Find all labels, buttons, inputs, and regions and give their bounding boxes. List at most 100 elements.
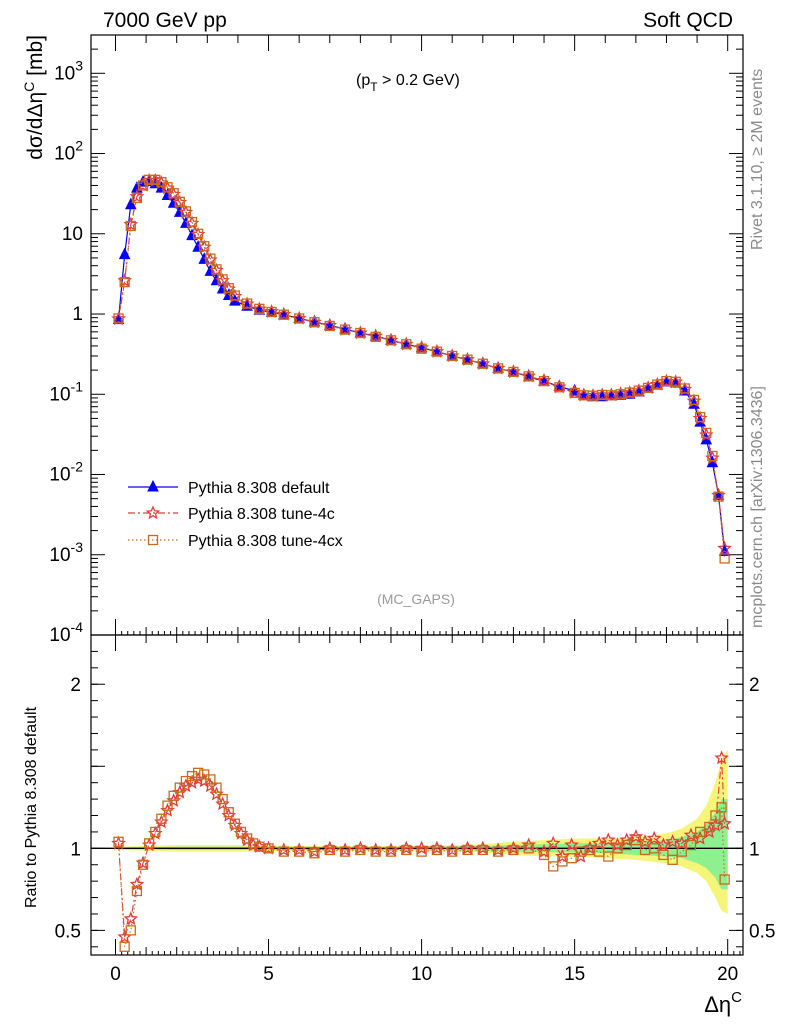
data-point-square xyxy=(229,290,241,301)
main-y-tick-label: 10-2 xyxy=(49,459,83,486)
data-point-star xyxy=(521,837,537,852)
data-point-square xyxy=(554,382,565,393)
data-point-square xyxy=(492,363,504,374)
data-point-star xyxy=(714,750,729,765)
data-point-square xyxy=(538,375,550,387)
data-point-square xyxy=(477,358,488,369)
data-point-square xyxy=(144,838,155,849)
data-point-square xyxy=(385,846,397,857)
data-point-square xyxy=(150,174,161,185)
data-point-square xyxy=(156,813,167,824)
legend: Pythia 8.308 default Pythia 8.308 tune-4c… xyxy=(128,479,343,550)
tick-exponent: -4 xyxy=(71,619,84,635)
data-point-square xyxy=(719,874,730,885)
data-point-star xyxy=(536,843,552,858)
tick-exponent: -1 xyxy=(71,378,84,394)
data-point-square xyxy=(294,846,305,857)
tick-base: 10 xyxy=(49,384,70,405)
legend-label: Pythia 8.308 tune-4c xyxy=(188,506,335,523)
tick-exponent: -3 xyxy=(71,539,84,555)
pt-cut-main: (p xyxy=(356,72,370,89)
mcplots-reference-label: mcplots.cern.ch [arXiv:1306.3436] xyxy=(749,386,766,628)
data-point-square xyxy=(707,450,718,462)
data-point-square xyxy=(462,354,473,365)
data-point-square xyxy=(385,335,397,346)
data-point-square xyxy=(278,846,289,857)
data-point-square xyxy=(144,174,155,185)
data-point-square xyxy=(248,838,259,849)
data-point-star xyxy=(123,911,139,926)
main-y-tick-label: 103 xyxy=(54,57,83,84)
main-y-axis-label-sup: C xyxy=(21,82,37,92)
data-point-square xyxy=(355,327,366,339)
data-point-triangle xyxy=(210,273,223,286)
data-point-square xyxy=(199,241,210,252)
data-point-square xyxy=(211,264,222,275)
data-point-square xyxy=(174,196,185,207)
data-point-triangle xyxy=(147,479,159,492)
data-point-square xyxy=(447,846,458,857)
data-point-triangle xyxy=(216,281,229,294)
data-point-square xyxy=(217,793,228,805)
data-point-square xyxy=(603,851,614,862)
ratio-plot-frame xyxy=(90,634,744,956)
series-line xyxy=(117,179,726,559)
data-point-square xyxy=(309,848,320,859)
data-point-square xyxy=(508,366,519,378)
data-point-square xyxy=(401,339,412,350)
x-tick-label: 10 xyxy=(411,964,432,985)
data-point-square xyxy=(401,844,412,856)
x-tick-label: 0 xyxy=(110,964,121,985)
data-point-star xyxy=(628,829,644,844)
data-point-square xyxy=(688,394,700,406)
data-point-triangle xyxy=(118,247,131,260)
tick-exponent: -2 xyxy=(71,459,84,475)
legend-label: Pythia 8.308 tune-4cx xyxy=(188,533,343,550)
ratio-y-tick-label: 1 xyxy=(70,839,81,860)
main-y-axis-label: dσ/dΔηC [mb] xyxy=(21,35,47,160)
data-point-square xyxy=(523,371,534,382)
data-point-square xyxy=(309,317,320,328)
data-point-star xyxy=(145,505,161,520)
data-point-square xyxy=(370,846,381,857)
main-series-group xyxy=(111,172,732,564)
data-point-square xyxy=(339,324,351,335)
tick-base: 10 xyxy=(54,144,75,165)
data-point-square xyxy=(168,188,179,199)
data-point-star xyxy=(717,816,732,831)
header-energy: 7000 GeV pp xyxy=(103,9,227,32)
data-point-triangle xyxy=(173,205,186,217)
data-point-square xyxy=(710,810,721,821)
data-point-star xyxy=(665,834,680,848)
data-point-square xyxy=(508,844,519,856)
ratio-y-tick-label: 0.5 xyxy=(55,921,81,942)
data-point-square xyxy=(223,283,234,294)
data-point-star xyxy=(656,837,671,852)
data-point-square xyxy=(217,274,228,285)
pt-cut-sub: T xyxy=(370,80,378,94)
data-point-square xyxy=(223,807,234,818)
x-tick-label: 20 xyxy=(717,964,738,985)
x-tick-label: 15 xyxy=(564,964,585,985)
data-point-square xyxy=(694,411,706,423)
tick-exponent: 2 xyxy=(75,138,83,154)
data-point-square xyxy=(447,350,458,362)
data-point-square xyxy=(186,770,198,782)
data-point-square xyxy=(278,309,289,320)
data-point-square xyxy=(229,818,241,829)
data-point-square xyxy=(431,346,443,357)
data-point-square xyxy=(131,192,143,204)
data-point-square xyxy=(713,491,724,502)
data-point-square xyxy=(174,782,185,793)
x-tick-label: 5 xyxy=(263,964,274,985)
data-point-square xyxy=(147,534,159,546)
main-y-tick-label: 10-3 xyxy=(49,539,83,566)
analysis-watermark: (MC_GAPS) xyxy=(377,591,455,607)
data-point-triangle xyxy=(192,240,204,252)
header-process: Soft QCD xyxy=(643,9,733,32)
data-point-star xyxy=(591,835,607,850)
data-point-square xyxy=(566,853,577,864)
rivet-version-label: Rivet 3.1.10, ≥ 2M events xyxy=(749,69,766,250)
data-point-square xyxy=(416,846,427,857)
